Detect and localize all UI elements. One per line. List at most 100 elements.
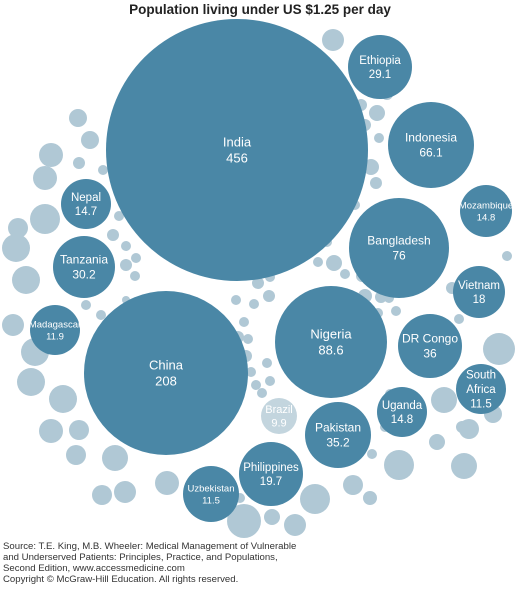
filler-bubble <box>300 484 330 514</box>
filler-bubble <box>107 229 119 241</box>
filler-bubble <box>2 234 30 262</box>
filler-bubble <box>384 450 414 480</box>
filler-bubble <box>313 257 323 267</box>
bubble-label-china: China <box>149 357 184 372</box>
filler-bubble <box>102 445 128 471</box>
filler-bubble <box>69 420 89 440</box>
bubble-label-tanzania: Tanzania <box>60 253 108 267</box>
filler-bubble <box>98 165 108 175</box>
chart-title: Population living under US $1.25 per day <box>129 2 391 17</box>
bubble-value-indonesia: 66.1 <box>419 146 443 160</box>
filler-bubble <box>249 299 259 309</box>
bubble-value-india: 456 <box>226 151 248 166</box>
filler-bubble <box>114 481 136 503</box>
bubble-value-china: 208 <box>155 374 177 389</box>
filler-bubble <box>66 445 86 465</box>
bubble-tanzania <box>53 236 115 298</box>
bubble-china <box>84 291 248 455</box>
bubble-label-dr-congo: DR Congo <box>402 332 458 346</box>
filler-bubble <box>130 271 140 281</box>
bubble-value-nepal: 14.7 <box>75 206 97 218</box>
filler-bubble <box>264 509 280 525</box>
filler-bubble <box>96 310 106 320</box>
filler-bubble <box>121 241 131 251</box>
filler-bubble <box>120 259 132 271</box>
bubble-label-nigeria: Nigeria <box>310 326 352 341</box>
filler-bubble <box>483 333 515 365</box>
source-line-3: Second Edition, www.accessmedicine.com <box>3 563 185 574</box>
bubble-ethiopia <box>348 35 412 99</box>
source-line-1: Source: T.E. King, M.B. Wheeler: Medical… <box>3 541 297 552</box>
bubble-value-south-africa: 11.5 <box>470 398 492 410</box>
bubble-value-mozambique: 14.8 <box>477 212 496 223</box>
filler-bubble <box>239 317 249 327</box>
filler-bubble <box>73 157 85 169</box>
filler-bubble <box>456 421 468 433</box>
bubble-value-brazil: 9.9 <box>271 418 286 430</box>
bubble-dr-congo <box>398 314 462 378</box>
filler-bubble <box>131 253 141 263</box>
filler-bubble <box>81 300 91 310</box>
bubble-value-uzbekistan: 11.5 <box>202 495 220 506</box>
filler-bubble <box>262 358 272 368</box>
filler-bubble <box>33 166 57 190</box>
bubble-mozambique <box>460 185 512 237</box>
filler-bubble <box>367 449 377 459</box>
filler-bubble <box>39 143 63 167</box>
filler-bubble <box>326 255 342 271</box>
filler-bubble <box>49 385 77 413</box>
bubble-madagascar <box>30 305 80 355</box>
filler-bubble <box>246 367 256 377</box>
filler-bubble <box>451 453 477 479</box>
bubble-label-brazil: Brazil <box>265 404 293 416</box>
filler-bubble <box>265 376 275 386</box>
bubble-label-philippines: Philippines <box>243 462 299 474</box>
bubble-label-uganda: Uganda <box>382 400 423 412</box>
bubble-value-pakistan: 35.2 <box>326 436 350 450</box>
bubble-value-dr-congo: 36 <box>423 347 437 361</box>
bubble-value-philippines: 19.7 <box>260 476 282 488</box>
filler-bubble <box>114 211 124 221</box>
filler-bubble <box>251 380 261 390</box>
bubble-india <box>106 19 368 281</box>
bubble-label-south-africa: Africa <box>466 384 496 396</box>
bubble-label-nepal: Nepal <box>71 192 101 204</box>
bubble-label-bangladesh: Bangladesh <box>367 234 430 248</box>
bubble-south-africa <box>456 364 506 414</box>
filler-bubble <box>92 485 112 505</box>
bubble-nigeria <box>275 286 387 398</box>
filler-bubble <box>343 475 363 495</box>
bubble-value-tanzania: 30.2 <box>72 268 96 282</box>
bubble-indonesia <box>388 102 474 188</box>
bubble-value-uganda: 14.8 <box>391 414 413 426</box>
bubble-label-south-africa: South <box>466 370 496 382</box>
filler-bubble <box>12 266 40 294</box>
filler-bubble <box>322 29 344 51</box>
bubble-value-bangladesh: 76 <box>392 249 406 263</box>
filler-bubble <box>39 419 63 443</box>
bubble-label-ethiopia: Ethiopia <box>359 55 401 67</box>
filler-bubble <box>155 471 179 495</box>
bubble-pakistan <box>305 402 371 468</box>
bubble-uganda <box>377 387 427 437</box>
bubble-vietnam <box>453 266 505 318</box>
filler-bubble <box>502 251 512 261</box>
filler-bubble <box>17 368 45 396</box>
filler-bubble <box>69 109 87 127</box>
filler-bubble <box>243 334 253 344</box>
filler-bubble <box>363 491 377 505</box>
filler-bubble <box>30 204 60 234</box>
bubble-uzbekistan <box>183 466 239 522</box>
bubble-label-indonesia: Indonesia <box>405 131 457 145</box>
bubble-label-vietnam: Vietnam <box>458 280 500 292</box>
bubble-brazil <box>261 398 297 434</box>
filler-bubble <box>231 295 241 305</box>
filler-bubble <box>252 277 264 289</box>
source-line-4: Copyright © McGraw-Hill Education. All r… <box>3 574 239 585</box>
filler-bubble <box>284 514 306 536</box>
bubble-label-pakistan: Pakistan <box>315 421 361 435</box>
filler-bubble <box>429 434 445 450</box>
bubble-value-vietnam: 18 <box>473 294 486 306</box>
filler-bubble <box>374 133 384 143</box>
